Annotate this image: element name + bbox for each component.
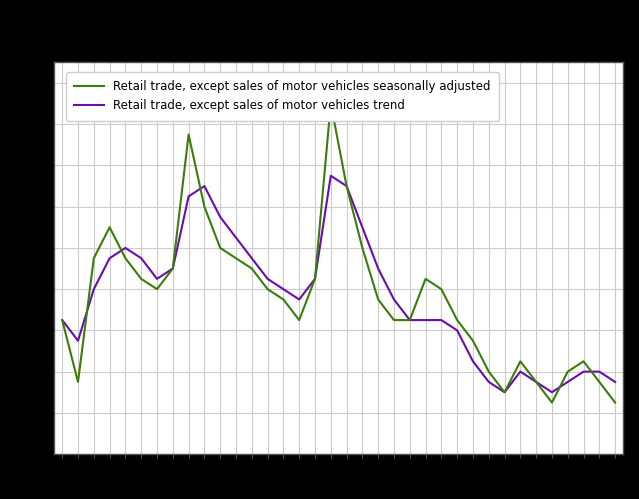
Retail trade, except sales of motor vehicles seasonally adjusted (232, 255, 240, 261)
Retail trade, except sales of motor vehicles seasonally adjusted (358, 245, 366, 251)
Retail trade, except sales of motor vehicles seasonally adjusted (532, 379, 540, 385)
Retail trade, except sales of motor vehicles trend (485, 379, 493, 385)
Retail trade, except sales of motor vehicles seasonally adjusted (390, 317, 398, 323)
Retail trade, except sales of motor vehicles trend (343, 183, 350, 189)
Retail trade, except sales of motor vehicles seasonally adjusted (264, 286, 272, 292)
Retail trade, except sales of motor vehicles seasonally adjusted (485, 369, 493, 375)
Retail trade, except sales of motor vehicles seasonally adjusted (343, 183, 350, 189)
Line: Retail trade, except sales of motor vehicles trend: Retail trade, except sales of motor vehi… (62, 176, 615, 392)
Retail trade, except sales of motor vehicles seasonally adjusted (580, 358, 587, 364)
Retail trade, except sales of motor vehicles seasonally adjusted (596, 379, 603, 385)
Retail trade, except sales of motor vehicles trend (153, 276, 161, 282)
Retail trade, except sales of motor vehicles trend (217, 214, 224, 220)
Retail trade, except sales of motor vehicles seasonally adjusted (564, 369, 571, 375)
Retail trade, except sales of motor vehicles seasonally adjusted (374, 296, 382, 302)
Retail trade, except sales of motor vehicles seasonally adjusted (121, 255, 129, 261)
Retail trade, except sales of motor vehicles trend (248, 255, 256, 261)
Retail trade, except sales of motor vehicles trend (453, 327, 461, 333)
Retail trade, except sales of motor vehicles trend (106, 255, 114, 261)
Line: Retail trade, except sales of motor vehicles seasonally adjusted: Retail trade, except sales of motor vehi… (62, 104, 615, 403)
Retail trade, except sales of motor vehicles trend (232, 235, 240, 241)
Retail trade, except sales of motor vehicles trend (596, 369, 603, 375)
Retail trade, except sales of motor vehicles seasonally adjusted (74, 379, 82, 385)
Retail trade, except sales of motor vehicles trend (90, 286, 98, 292)
Retail trade, except sales of motor vehicles seasonally adjusted (469, 338, 477, 344)
Retail trade, except sales of motor vehicles seasonally adjusted (279, 296, 287, 302)
Retail trade, except sales of motor vehicles trend (121, 245, 129, 251)
Retail trade, except sales of motor vehicles trend (295, 296, 303, 302)
Retail trade, except sales of motor vehicles trend (406, 317, 413, 323)
Retail trade, except sales of motor vehicles seasonally adjusted (438, 286, 445, 292)
Retail trade, except sales of motor vehicles seasonally adjusted (406, 317, 413, 323)
Retail trade, except sales of motor vehicles seasonally adjusted (453, 317, 461, 323)
Retail trade, except sales of motor vehicles seasonally adjusted (185, 132, 192, 138)
Retail trade, except sales of motor vehicles trend (264, 276, 272, 282)
Retail trade, except sales of motor vehicles trend (469, 358, 477, 364)
Retail trade, except sales of motor vehicles seasonally adjusted (327, 101, 335, 107)
Retail trade, except sales of motor vehicles trend (564, 379, 571, 385)
Retail trade, except sales of motor vehicles trend (532, 379, 540, 385)
Retail trade, except sales of motor vehicles seasonally adjusted (248, 265, 256, 271)
Retail trade, except sales of motor vehicles seasonally adjusted (169, 265, 176, 271)
Retail trade, except sales of motor vehicles seasonally adjusted (516, 358, 524, 364)
Retail trade, except sales of motor vehicles seasonally adjusted (201, 204, 208, 210)
Retail trade, except sales of motor vehicles trend (374, 265, 382, 271)
Retail trade, except sales of motor vehicles seasonally adjusted (612, 400, 619, 406)
Retail trade, except sales of motor vehicles trend (438, 317, 445, 323)
Retail trade, except sales of motor vehicles seasonally adjusted (106, 225, 114, 231)
Retail trade, except sales of motor vehicles trend (201, 183, 208, 189)
Retail trade, except sales of motor vehicles trend (501, 389, 509, 395)
Retail trade, except sales of motor vehicles seasonally adjusted (217, 245, 224, 251)
Retail trade, except sales of motor vehicles seasonally adjusted (90, 255, 98, 261)
Retail trade, except sales of motor vehicles seasonally adjusted (295, 317, 303, 323)
Legend: Retail trade, except sales of motor vehicles seasonally adjusted, Retail trade, : Retail trade, except sales of motor vehi… (66, 72, 499, 121)
Retail trade, except sales of motor vehicles trend (58, 317, 66, 323)
Retail trade, except sales of motor vehicles seasonally adjusted (548, 400, 556, 406)
Retail trade, except sales of motor vehicles trend (327, 173, 335, 179)
Retail trade, except sales of motor vehicles seasonally adjusted (501, 389, 509, 395)
Retail trade, except sales of motor vehicles seasonally adjusted (58, 317, 66, 323)
Retail trade, except sales of motor vehicles trend (137, 255, 145, 261)
Retail trade, except sales of motor vehicles seasonally adjusted (137, 276, 145, 282)
Retail trade, except sales of motor vehicles trend (548, 389, 556, 395)
Retail trade, except sales of motor vehicles trend (358, 225, 366, 231)
Retail trade, except sales of motor vehicles seasonally adjusted (153, 286, 161, 292)
Retail trade, except sales of motor vehicles trend (311, 276, 319, 282)
Retail trade, except sales of motor vehicles trend (580, 369, 587, 375)
Retail trade, except sales of motor vehicles trend (279, 286, 287, 292)
Retail trade, except sales of motor vehicles trend (422, 317, 429, 323)
Retail trade, except sales of motor vehicles trend (516, 369, 524, 375)
Retail trade, except sales of motor vehicles seasonally adjusted (311, 276, 319, 282)
Retail trade, except sales of motor vehicles seasonally adjusted (422, 276, 429, 282)
Retail trade, except sales of motor vehicles trend (185, 194, 192, 200)
Retail trade, except sales of motor vehicles trend (169, 265, 176, 271)
Retail trade, except sales of motor vehicles trend (612, 379, 619, 385)
Retail trade, except sales of motor vehicles trend (390, 296, 398, 302)
Retail trade, except sales of motor vehicles trend (74, 338, 82, 344)
